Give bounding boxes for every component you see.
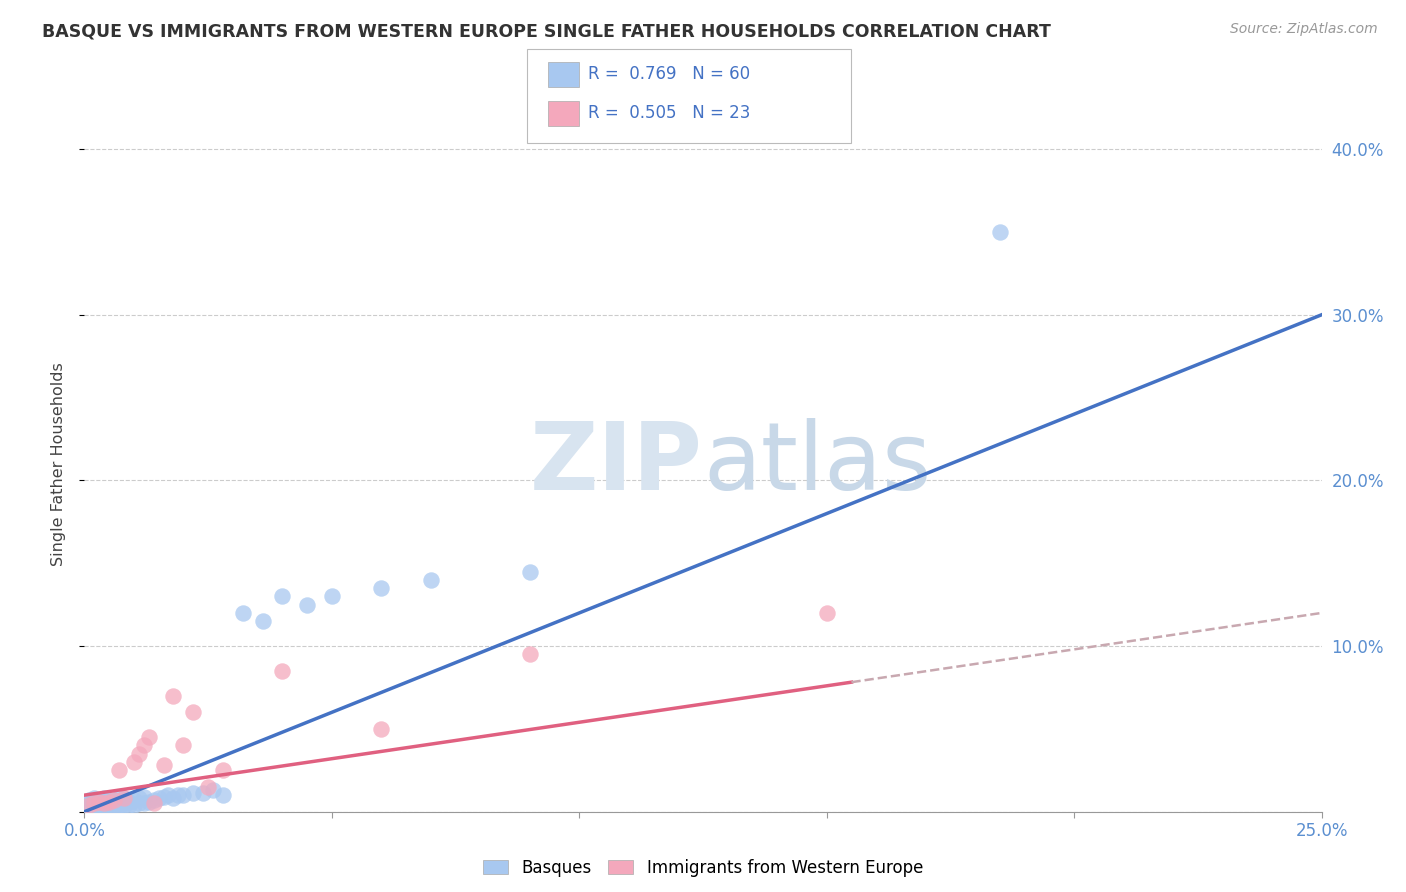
- Point: [98, 798, 121, 813]
- Point: [122, 793, 145, 807]
- Point: [370, 581, 392, 595]
- Point: [98, 793, 121, 807]
- Point: [89, 795, 111, 809]
- Y-axis label: Single Father Households: Single Father Households: [51, 362, 66, 566]
- Point: [83, 799, 105, 814]
- Point: [98, 799, 121, 814]
- Point: [271, 590, 294, 604]
- Point: [191, 787, 214, 801]
- Point: [142, 793, 165, 807]
- Point: [157, 788, 180, 802]
- Point: [83, 795, 105, 809]
- Point: [79, 799, 101, 814]
- Point: [132, 789, 155, 804]
- Point: [93, 795, 115, 809]
- Point: [148, 791, 170, 805]
- Point: [181, 706, 204, 720]
- Point: [419, 573, 441, 587]
- Point: [519, 648, 541, 662]
- Point: [93, 797, 115, 811]
- Point: [98, 797, 121, 811]
- Point: [172, 788, 194, 802]
- Point: [112, 791, 135, 805]
- Point: [83, 791, 105, 805]
- Point: [93, 798, 115, 813]
- Point: [108, 799, 131, 814]
- Point: [519, 565, 541, 579]
- Point: [232, 606, 254, 620]
- Point: [122, 755, 145, 769]
- Text: Source: ZipAtlas.com: Source: ZipAtlas.com: [1230, 22, 1378, 37]
- Point: [212, 764, 235, 778]
- Point: [89, 793, 111, 807]
- Point: [181, 787, 204, 801]
- Point: [108, 764, 131, 778]
- Point: [197, 780, 219, 794]
- Point: [98, 795, 121, 809]
- Point: [122, 798, 145, 813]
- Point: [212, 788, 235, 802]
- Point: [128, 791, 150, 805]
- Point: [103, 793, 125, 807]
- Point: [93, 797, 115, 811]
- Point: [138, 795, 160, 809]
- Point: [89, 797, 111, 811]
- Point: [103, 799, 125, 814]
- Text: atlas: atlas: [703, 417, 931, 510]
- Point: [167, 788, 190, 802]
- Point: [93, 791, 115, 805]
- Point: [988, 225, 1011, 239]
- Point: [370, 722, 392, 736]
- Point: [79, 797, 101, 811]
- Point: [83, 798, 105, 813]
- Point: [103, 797, 125, 811]
- Point: [132, 739, 155, 753]
- Point: [112, 795, 135, 809]
- Point: [98, 795, 121, 809]
- Point: [271, 664, 294, 678]
- Point: [89, 799, 111, 814]
- Legend: Basques, Immigrants from Western Europe: Basques, Immigrants from Western Europe: [477, 852, 929, 883]
- Point: [128, 797, 150, 811]
- Point: [118, 795, 141, 809]
- Point: [152, 758, 174, 772]
- Point: [252, 614, 274, 628]
- Point: [172, 739, 194, 753]
- Point: [108, 798, 131, 813]
- Point: [815, 606, 838, 620]
- Point: [138, 730, 160, 744]
- Point: [142, 797, 165, 811]
- Point: [295, 598, 318, 612]
- Point: [83, 797, 105, 811]
- Point: [202, 783, 225, 797]
- Point: [79, 798, 101, 813]
- Point: [162, 689, 184, 703]
- Text: BASQUE VS IMMIGRANTS FROM WESTERN EUROPE SINGLE FATHER HOUSEHOLDS CORRELATION CH: BASQUE VS IMMIGRANTS FROM WESTERN EUROPE…: [42, 22, 1052, 40]
- Point: [103, 793, 125, 807]
- Point: [79, 793, 101, 807]
- Text: ZIP: ZIP: [530, 417, 703, 510]
- Point: [112, 798, 135, 813]
- Point: [118, 798, 141, 813]
- Text: R =  0.505   N = 23: R = 0.505 N = 23: [588, 104, 749, 122]
- Point: [321, 590, 343, 604]
- Point: [152, 789, 174, 804]
- Point: [89, 798, 111, 813]
- Point: [108, 791, 131, 805]
- Text: R =  0.769   N = 60: R = 0.769 N = 60: [588, 65, 749, 83]
- Point: [108, 795, 131, 809]
- Point: [162, 791, 184, 805]
- Point: [112, 791, 135, 805]
- Point: [93, 799, 115, 814]
- Point: [132, 797, 155, 811]
- Point: [128, 747, 150, 761]
